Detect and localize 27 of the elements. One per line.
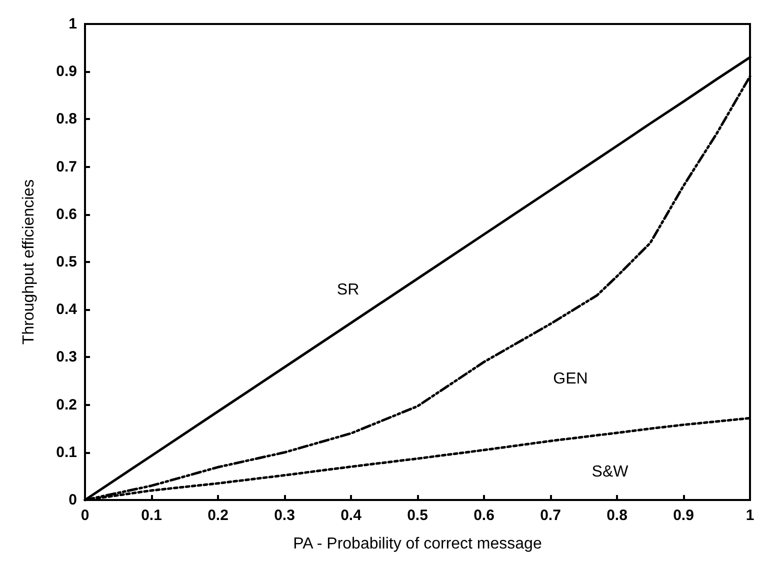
series-label: S&W bbox=[592, 463, 630, 480]
y-tick-label: 0.3 bbox=[56, 348, 77, 366]
x-tick-label: 0 bbox=[80, 507, 90, 524]
series-label: SR bbox=[336, 281, 360, 298]
x-tick-label: 0.2 bbox=[208, 507, 228, 524]
y-tick-label: 0.6 bbox=[56, 206, 77, 223]
y-axis-title: Throughput efficiencies bbox=[20, 179, 38, 345]
y-tick-label: 1 bbox=[68, 16, 77, 32]
x-tick-label: 1 bbox=[746, 507, 754, 524]
y-tick-label: 0.4 bbox=[56, 301, 78, 318]
x-tick-label: 0.7 bbox=[540, 507, 561, 524]
x-tick-label: 0.9 bbox=[673, 507, 694, 524]
x-tick-label: 0.3 bbox=[274, 507, 295, 524]
x-tick-label: 0.8 bbox=[606, 507, 628, 524]
y-tick-label: 0.8 bbox=[56, 110, 77, 128]
y-tick-label: 0.1 bbox=[56, 444, 77, 461]
y-tick-label: 0.2 bbox=[56, 396, 77, 414]
x-axis-title: PA - Probability of correct message bbox=[293, 536, 542, 552]
text: GEN bbox=[553, 370, 588, 388]
x-tick-label: 0.6 bbox=[474, 507, 494, 524]
y-tick-label: 0 bbox=[68, 492, 77, 508]
x-tick-label: 0.1 bbox=[141, 507, 162, 524]
y-tick-label: 0.9 bbox=[56, 63, 77, 80]
x-tick-label: 0.5 bbox=[407, 507, 428, 524]
x-tick-label: 0.4 bbox=[340, 507, 362, 524]
y-tick-label: 0.5 bbox=[56, 254, 77, 270]
y-tick-label: 0.7 bbox=[56, 158, 77, 176]
